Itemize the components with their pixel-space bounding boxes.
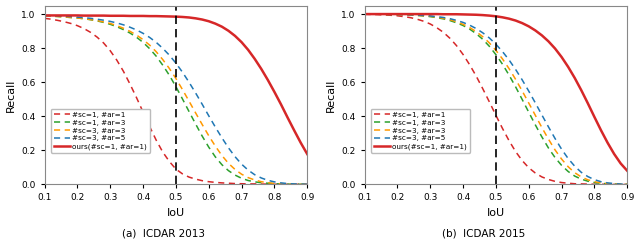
X-axis label: IoU: IoU xyxy=(167,208,185,218)
Text: (b)  ICDAR 2015: (b) ICDAR 2015 xyxy=(442,228,525,238)
X-axis label: IoU: IoU xyxy=(487,208,505,218)
Legend: #sc=1, #ar=1, #sc=1, #ar=3, #sc=3, #ar=3, #sc=3, #ar=5, ours(#sc=1, #ar=1): #sc=1, #ar=1, #sc=1, #ar=3, #sc=3, #ar=3… xyxy=(51,109,150,153)
Y-axis label: Recall: Recall xyxy=(6,78,15,112)
Y-axis label: Recall: Recall xyxy=(326,78,335,112)
Text: (a)  ICDAR 2013: (a) ICDAR 2013 xyxy=(122,228,205,238)
Legend: #sc=1, #ar=1, #sc=1, #ar=3, #sc=3, #ar=3, #sc=3, #ar=5, ours(#sc=1, #ar=1): #sc=1, #ar=1, #sc=1, #ar=3, #sc=3, #ar=3… xyxy=(371,109,470,153)
